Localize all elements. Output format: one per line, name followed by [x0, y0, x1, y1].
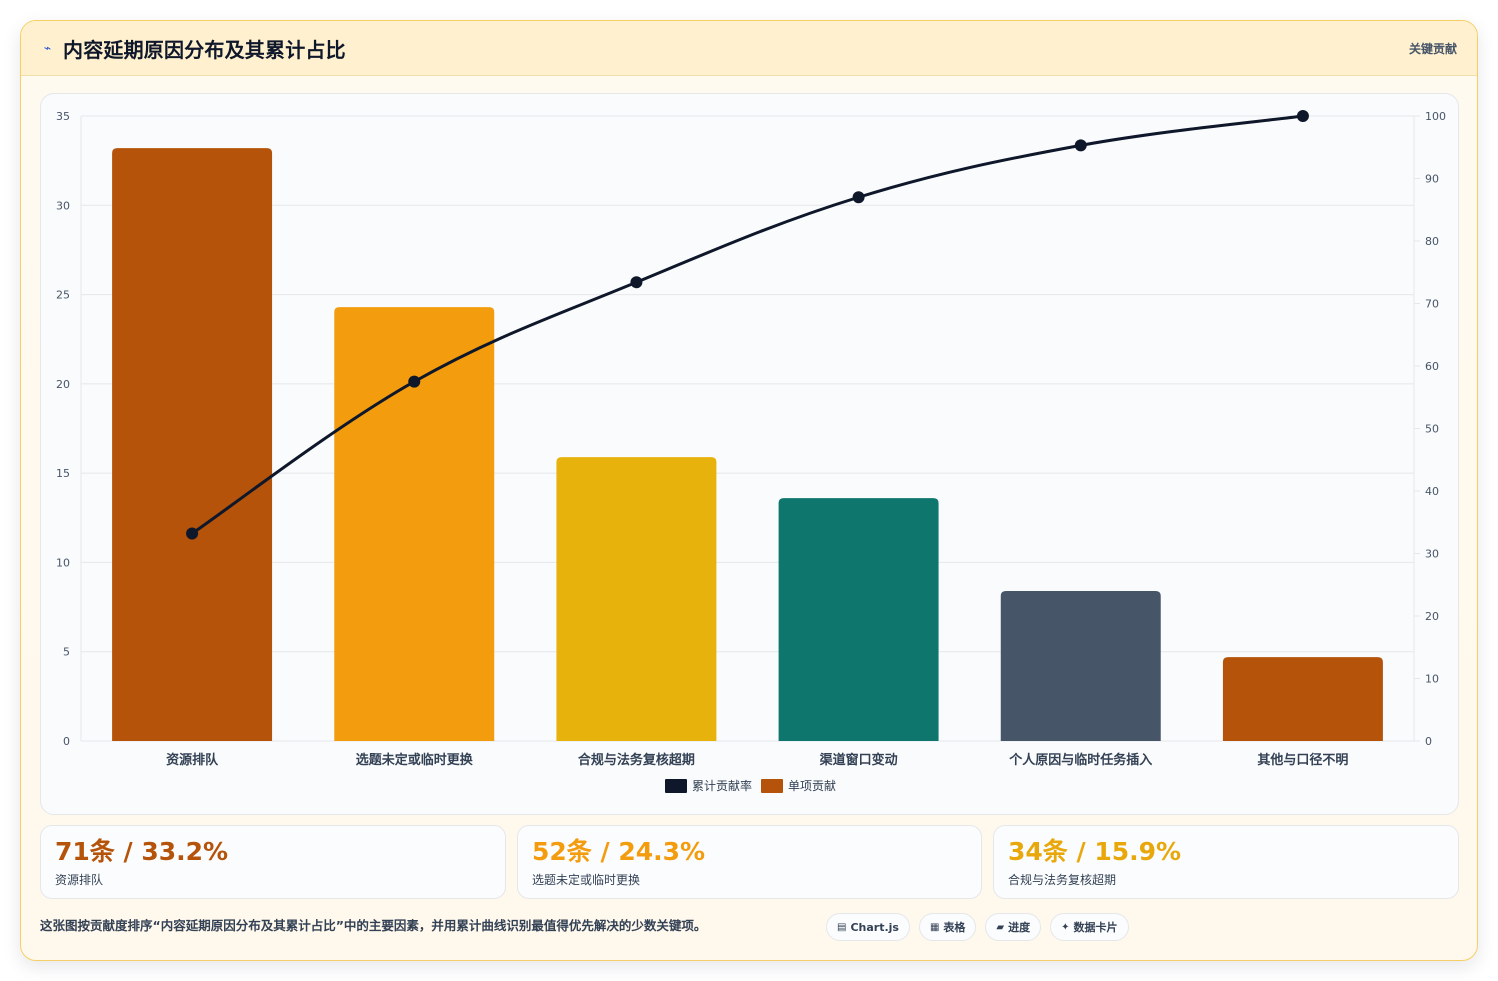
- bar: [334, 307, 495, 741]
- stat-card-2: 52条 / 24.3% 选题未定或临时更换: [517, 825, 982, 899]
- legend-swatch: [761, 779, 783, 793]
- chart-icon: ▤: [837, 921, 847, 933]
- report-card: ⌁ 内容延期原因分布及其累计占比 关键贡献 0 5 10 15 20 25 30 35 0 10 2…: [20, 20, 1478, 961]
- pill-label: Chart.js: [850, 920, 899, 934]
- y-right-tick-label: 30: [1425, 548, 1439, 561]
- bar: [556, 457, 717, 741]
- page-title: 内容延期原因分布及其累计占比: [63, 37, 346, 62]
- y-left-tick-label: 10: [56, 556, 70, 569]
- y-right-tick-label: 0: [1425, 735, 1432, 748]
- progress-icon: ▰: [996, 921, 1005, 933]
- chart-panel: 0 5 10 15 20 25 30 35 0 10 20 30 40 50 60 70 80 90 100 资源排队…: [40, 93, 1459, 815]
- y-left-tick-label: 0: [63, 735, 70, 748]
- trend-line-icon: ⌁: [43, 41, 52, 55]
- y-right-tick-label: 60: [1425, 360, 1439, 373]
- pill-chartjs[interactable]: ▤ Chart.js: [826, 913, 910, 941]
- legend-swatch: [665, 779, 687, 793]
- y-right-tick-label: 70: [1425, 298, 1439, 311]
- x-category-label: 资源排队: [166, 752, 219, 768]
- stat-card-1: 71条 / 33.2% 资源排队: [40, 825, 506, 899]
- y-right-tick-label: 100: [1425, 110, 1446, 123]
- stat-value: 71条 / 33.2%: [55, 837, 229, 866]
- pill-progress[interactable]: ▰ 进度: [985, 913, 1042, 941]
- pill-row: ▤ Chart.js ▦ 表格 ▰ 进度 ✦ 数据卡片: [826, 913, 1129, 941]
- x-category-label: 个人原因与临时任务插入: [1008, 752, 1152, 768]
- pill-table[interactable]: ▦ 表格: [918, 913, 977, 941]
- cumulative-point: [186, 527, 199, 540]
- bar: [778, 498, 939, 741]
- sparkle-icon: ✦: [1061, 921, 1070, 933]
- y-left-tick-label: 15: [56, 467, 70, 480]
- header-tag: 关键贡献: [1408, 41, 1457, 56]
- table-icon: ▦: [929, 921, 940, 933]
- y-right-tick-label: 20: [1425, 610, 1439, 623]
- cumulative-line: [191, 114, 1304, 535]
- cumulative-point: [408, 375, 421, 388]
- x-category-label: 合规与法务复核超期: [578, 752, 695, 768]
- y-left-tick-label: 35: [56, 110, 70, 123]
- cumulative-point: [1296, 110, 1309, 122]
- stat-label: 选题未定或临时更换: [532, 873, 641, 887]
- stat-value: 52条 / 24.3%: [532, 837, 706, 866]
- bar: [1000, 591, 1161, 741]
- title-group: ⌁ 内容延期原因分布及其累计占比: [41, 34, 346, 63]
- bar: [112, 148, 273, 742]
- x-category-label: 选题未定或临时更换: [356, 752, 474, 768]
- cumulative-point: [630, 276, 643, 289]
- pill-label: 表格: [943, 921, 966, 934]
- x-category-label: 渠道窗口变动: [819, 752, 898, 768]
- y-right-tick-label: 90: [1425, 173, 1439, 186]
- y-left-tick-label: 25: [56, 289, 70, 302]
- y-right-tick-label: 50: [1425, 423, 1439, 436]
- pill-data-card[interactable]: ✦ 数据卡片: [1050, 913, 1129, 941]
- pill-label: 数据卡片: [1073, 921, 1118, 934]
- cumulative-point: [1074, 139, 1087, 152]
- x-category-label: 其他与口径不明: [1257, 752, 1348, 768]
- pareto-chart: 0 5 10 15 20 25 30 35 0 10 20 30 40 50 60 70 80 90 100 资源排队…: [56, 110, 1446, 793]
- bar: [1222, 657, 1383, 741]
- y-left-tick-label: 5: [63, 646, 70, 659]
- y-right-tick-label: 10: [1425, 673, 1439, 686]
- stat-label: 资源排队: [55, 873, 104, 887]
- legend-label: 单项贡献: [788, 778, 836, 793]
- y-left-tick-label: 30: [56, 199, 70, 212]
- stat-value: 34条 / 15.9%: [1008, 837, 1182, 866]
- stat-label: 合规与法务复核超期: [1008, 873, 1117, 887]
- legend-label: 累计贡献率: [692, 778, 752, 793]
- y-right-tick-label: 80: [1425, 235, 1439, 248]
- cumulative-point: [852, 191, 865, 204]
- card-header: ⌁ 内容延期原因分布及其累计占比 关键贡献: [21, 21, 1477, 76]
- y-left-tick-label: 20: [56, 378, 70, 391]
- footer-note: 这张图按贡献度排序“内容延期原因分布及其累计占比”中的主要因素，并用累计曲线识别…: [40, 918, 707, 933]
- y-right-tick-label: 40: [1425, 485, 1439, 498]
- pill-label: 进度: [1008, 921, 1031, 934]
- stat-card-3: 34条 / 15.9% 合规与法务复核超期: [993, 825, 1459, 899]
